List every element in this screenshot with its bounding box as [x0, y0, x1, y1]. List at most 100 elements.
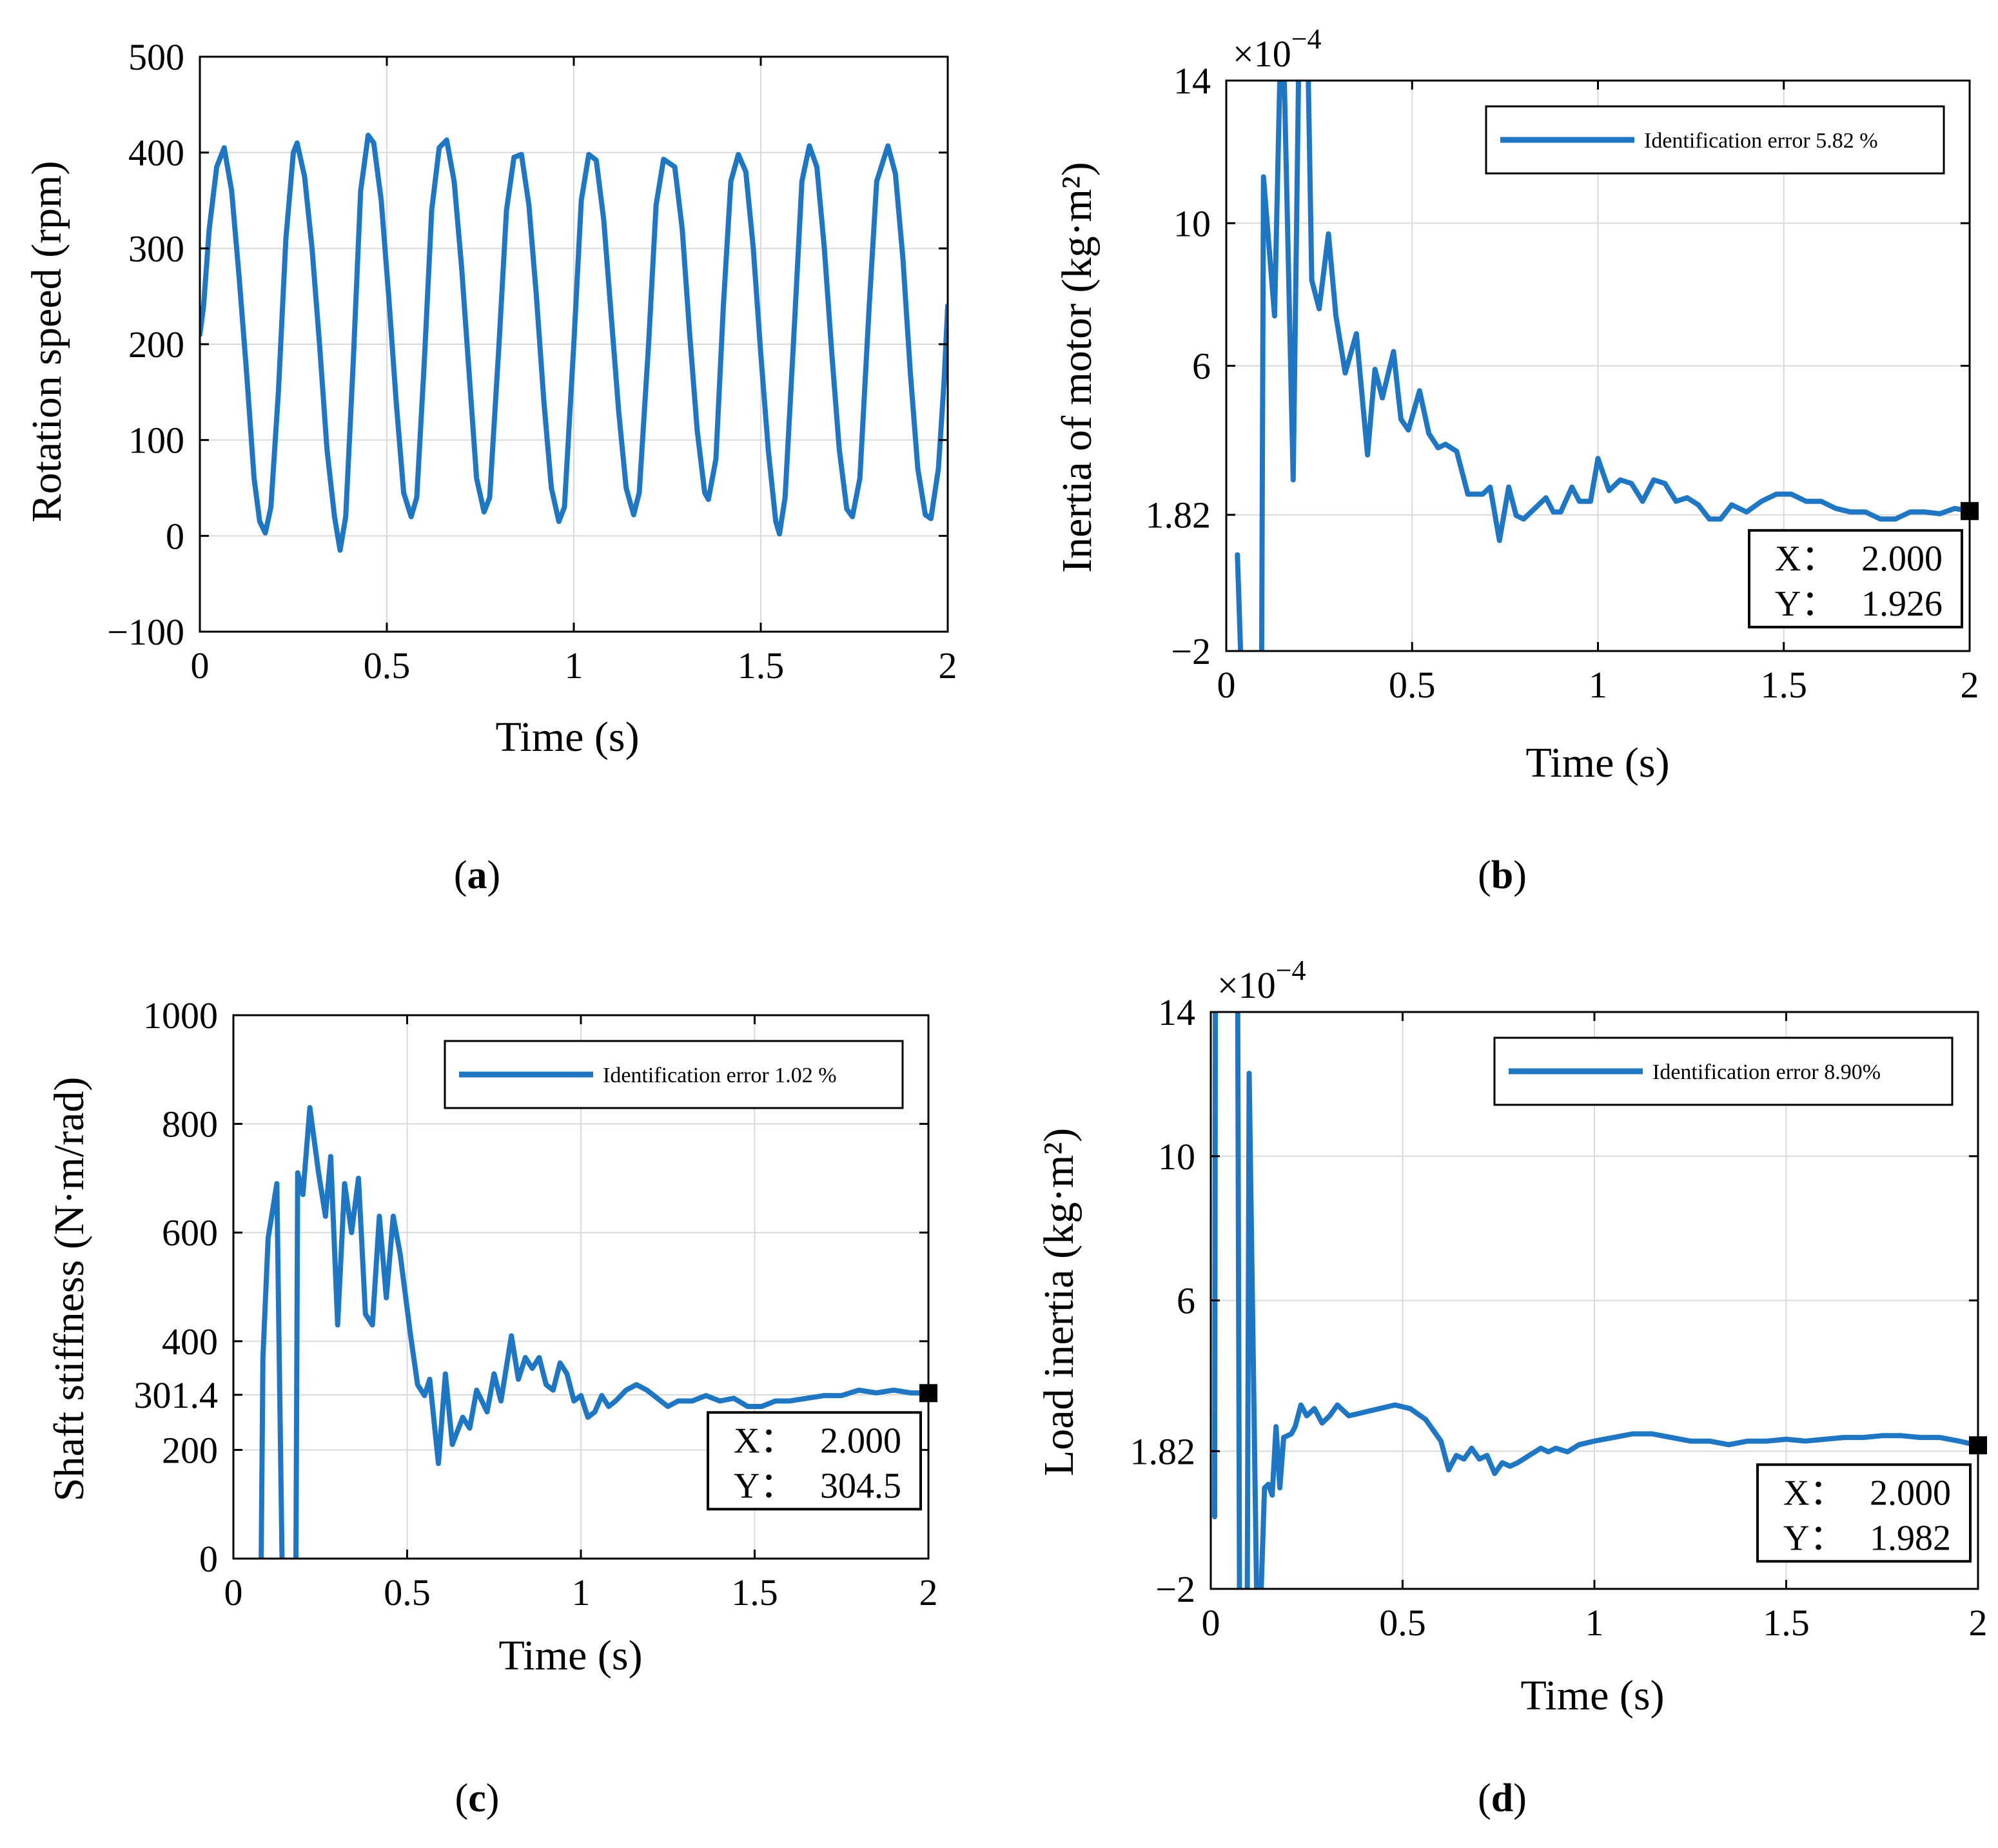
x-axis-label: Time (s) [1520, 1672, 1664, 1719]
x-tick-label: 1.5 [1763, 1602, 1810, 1644]
series-line [1259, 1402, 1978, 1589]
panel-caption: (b) [1478, 853, 1527, 897]
y-tick-label: 6 [1192, 345, 1211, 387]
panel-caption: (d) [1478, 1776, 1527, 1820]
y-tick-label: 1000 [143, 995, 218, 1036]
y-tick-label: 400 [128, 132, 184, 174]
x-tick-label: 1.5 [1761, 664, 1808, 706]
exponent-label: ×10−4 [1233, 23, 1322, 75]
x-tick-label: 1 [1589, 664, 1607, 706]
y-tick-label: 6 [1177, 1280, 1195, 1322]
chart-b: 0 0.5 1 1.5 2 −2 1.82 6 10 14 ×10−4 Time (s) Inertia… [1053, 23, 1979, 897]
series-line [200, 132, 948, 553]
exponent-label: ×10−4 [1217, 955, 1306, 1006]
series [259, 1105, 928, 1559]
y-tick-label: 301.4 [134, 1374, 219, 1416]
x-axis-label: Time (s) [495, 714, 639, 761]
x-tick-label: 0 [1217, 664, 1236, 706]
y-tick-label: 200 [128, 324, 184, 365]
datatip-x-label: X： [734, 1421, 796, 1461]
y-axis-label: Inertia of motor (kg·m²) [1053, 162, 1101, 572]
y-axis-label: Rotation speed (rpm) [23, 161, 70, 523]
x-tick-label: 2 [939, 645, 957, 686]
datatip-marker [919, 1384, 937, 1403]
x-tick-label: 1.5 [738, 645, 785, 686]
legend-label: Identification error 5.82 % [1644, 129, 1878, 153]
chart-c: 0 0.5 1 1.5 2 0 200 301.4 400 600 800 1000 Time (s) S… [46, 995, 938, 1820]
x-tick-label: 0 [1202, 1602, 1220, 1644]
y-tick-label: −2 [1171, 630, 1211, 672]
legend-box [444, 1040, 904, 1109]
datatip[interactable]: X： 2.000 Y： 304.5 [707, 1384, 937, 1511]
datatip-y-value: 1.982 [1870, 1518, 1951, 1558]
y-tick-label: 500 [128, 36, 184, 78]
datatip-box [1748, 529, 1963, 628]
chart-d: 0 0.5 1 1.5 2 −2 1.82 6 10 14 ×10−4 Time (s) Load in… [1035, 955, 1988, 1820]
y-tick-label: 0 [199, 1538, 218, 1580]
y-tick-label: 10 [1173, 202, 1211, 244]
x-axis-label: Time (s) [498, 1632, 642, 1679]
x-tick-label: 0 [224, 1571, 243, 1613]
y-tick-label: 800 [162, 1104, 218, 1145]
x-tick-label: 0.5 [1379, 1602, 1426, 1644]
series-line [1306, 81, 1970, 543]
datatip-x-label: X： [1775, 539, 1837, 579]
series-line [259, 1181, 285, 1559]
series-line [1235, 1012, 1242, 1589]
series-line [1259, 81, 1282, 651]
datatip-box [1756, 1463, 1972, 1563]
y-tick-label: 600 [162, 1212, 218, 1254]
datatip[interactable]: X： 2.000 Y： 1.926 [1748, 501, 1979, 628]
legend: Identification error 5.82 % [1485, 105, 1945, 175]
y-tick-label: 14 [1158, 991, 1195, 1033]
y-tick-label: 14 [1173, 60, 1211, 102]
y-tick-label: 1.82 [1146, 494, 1211, 536]
datatip-marker [1969, 1436, 1987, 1455]
series-line [1282, 81, 1302, 483]
y-tick-label: 10 [1158, 1136, 1195, 1178]
y-tick-label: 1.82 [1130, 1430, 1196, 1472]
x-tick-label: 0.5 [384, 1571, 431, 1613]
y-tick-label: 400 [162, 1321, 218, 1363]
y-tick-label: 0 [166, 515, 184, 557]
y-tick-label: −100 [107, 611, 184, 653]
series-line [293, 1105, 928, 1559]
x-axis-label: Time (s) [1525, 739, 1669, 786]
x-tick-label: 2 [919, 1571, 938, 1613]
datatip-y-label: Y： [734, 1466, 796, 1506]
datatip-y-value: 304.5 [820, 1466, 901, 1506]
series-line [1244, 1071, 1259, 1589]
x-tick-label: 2 [1961, 664, 1979, 706]
y-tick-label: 200 [162, 1429, 218, 1471]
legend-label: Identification error 8.90% [1652, 1060, 1881, 1084]
datatip-x-value: 2.000 [1861, 539, 1943, 579]
series [1212, 1012, 1978, 1589]
datatip-y-value: 1.926 [1861, 584, 1943, 624]
series [1235, 81, 1970, 651]
series [200, 132, 948, 553]
y-tick-label: 100 [128, 420, 184, 462]
x-tick-label: 1 [1585, 1602, 1604, 1644]
x-tick-label: 0.5 [1389, 664, 1436, 706]
x-tick-label: 0 [191, 645, 210, 686]
y-axis-label: Shaft stiffness (N·m/rad) [46, 1077, 93, 1502]
datatip-x-value: 2.000 [1870, 1473, 1951, 1513]
panel-caption: (c) [455, 1776, 500, 1820]
x-tick-label: 0.5 [364, 645, 411, 686]
y-tick-label: −2 [1155, 1568, 1195, 1610]
legend: Identification error 1.02 % [444, 1040, 904, 1109]
y-tick-label: 300 [128, 228, 184, 269]
x-tick-label: 1.5 [731, 1571, 778, 1613]
series-line [1235, 552, 1244, 651]
x-tick-label: 1 [572, 1571, 591, 1613]
datatip-x-label: X： [1783, 1473, 1845, 1513]
datatip[interactable]: X： 2.000 Y： 1.982 [1756, 1436, 1987, 1563]
legend: Identification error 8.90% [1493, 1036, 1954, 1106]
x-tick-label: 2 [1969, 1602, 1988, 1644]
panel-caption: (a) [454, 853, 500, 897]
datatip-y-label: Y： [1783, 1518, 1845, 1558]
y-axis-label: Load inertia (kg·m²) [1035, 1128, 1082, 1476]
datatip-box [707, 1411, 922, 1511]
